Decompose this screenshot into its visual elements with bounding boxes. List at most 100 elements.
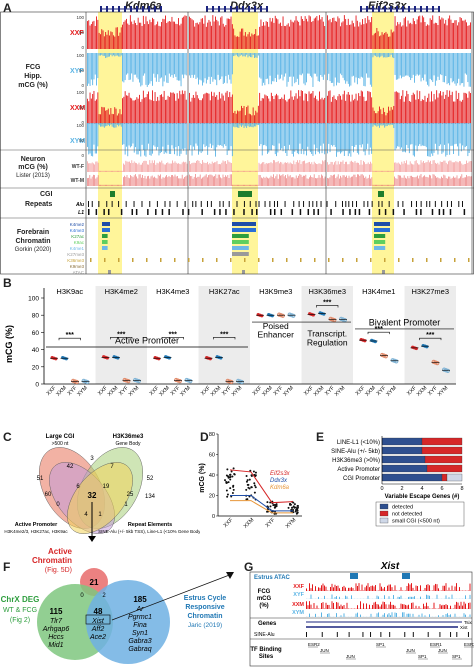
track-bar xyxy=(88,101,90,124)
alu-mark xyxy=(441,201,443,207)
neuron-bar xyxy=(466,174,467,186)
f-to-g-arrowhead xyxy=(226,572,234,579)
neuron-bar xyxy=(245,170,247,172)
track-bar xyxy=(248,123,250,128)
track-bar xyxy=(137,98,139,124)
gene-exon xyxy=(420,6,422,12)
neuron-bar xyxy=(359,164,361,172)
d-point xyxy=(245,474,248,477)
neuron-bar xyxy=(402,177,404,186)
neuron-bar xyxy=(372,170,374,172)
neuron-bar xyxy=(119,170,121,172)
track-bar xyxy=(450,123,452,146)
track-bar xyxy=(171,16,173,49)
e-xtick: 6 xyxy=(440,486,443,492)
g-track-bar xyxy=(436,594,438,599)
track-bar xyxy=(195,23,197,49)
track-bar xyxy=(410,123,412,145)
track-bar xyxy=(133,53,135,75)
neuron-bar xyxy=(261,177,262,186)
neuron-bar xyxy=(419,175,421,186)
track-bar xyxy=(309,16,311,49)
track-bar xyxy=(148,53,149,85)
track-bar xyxy=(340,95,341,124)
neuron-bar xyxy=(357,162,358,172)
neuron-bar xyxy=(377,184,379,186)
neuron-bar xyxy=(313,174,315,186)
track-bar xyxy=(440,19,441,49)
track-bar xyxy=(464,53,466,74)
neuron-bar xyxy=(189,160,190,172)
g-sine-mark xyxy=(306,632,307,637)
track-bar xyxy=(445,123,447,157)
k36-peak xyxy=(244,258,246,262)
neuron-bar xyxy=(234,184,236,186)
e-legend-swatch xyxy=(379,503,389,510)
track-bar xyxy=(363,24,365,49)
track-bar xyxy=(451,22,453,49)
track-bar xyxy=(224,100,225,124)
track-bar xyxy=(411,24,413,49)
l1-mark xyxy=(269,209,272,215)
track-bar xyxy=(238,53,240,58)
neuron-bar xyxy=(327,162,328,172)
neuron-bar xyxy=(321,174,322,186)
track-bar xyxy=(152,123,153,154)
track-bar xyxy=(124,91,126,124)
track-bar xyxy=(399,53,401,76)
track-bar xyxy=(355,15,357,50)
track-bar xyxy=(412,53,414,75)
neuron-bar xyxy=(297,160,298,172)
neuron-bar xyxy=(192,162,194,172)
b-point xyxy=(270,314,274,318)
track-bar xyxy=(423,123,425,146)
d-xtick: XYM xyxy=(285,517,298,530)
track-bar xyxy=(389,53,391,57)
track-label-XYF: XYF xyxy=(70,68,84,75)
track-bar xyxy=(329,123,331,153)
e-bar xyxy=(421,446,463,455)
neuron-bar xyxy=(217,164,219,172)
track-bar xyxy=(390,53,392,55)
neuron-bar xyxy=(429,162,430,172)
neuron-bar xyxy=(291,177,292,186)
g-tf-site: JUN xyxy=(438,648,447,653)
track-bar xyxy=(170,123,172,154)
neuron-bar xyxy=(255,184,256,186)
g-track-bar xyxy=(444,605,445,609)
neuron-bar xyxy=(394,176,395,186)
track-bar xyxy=(267,123,268,154)
neuron-bar xyxy=(226,176,227,186)
neuron-bar xyxy=(384,184,386,186)
track-bar xyxy=(429,101,431,124)
neuron-bar xyxy=(465,177,466,186)
track-bar xyxy=(351,53,353,77)
track-bar xyxy=(447,18,449,49)
track-bar xyxy=(304,53,306,86)
neuron-bar xyxy=(443,174,445,186)
neuron-bar xyxy=(381,184,382,186)
neuron-bar xyxy=(318,175,320,186)
neuron-bar xyxy=(180,164,182,172)
track-bar xyxy=(87,53,88,86)
neuron-bar xyxy=(120,170,122,172)
neuron-bar xyxy=(149,178,151,186)
track-bar xyxy=(418,123,419,146)
neuron-bar xyxy=(292,164,293,172)
track-bar xyxy=(229,123,231,151)
track-bar xyxy=(183,53,185,79)
g-track-bar xyxy=(342,606,343,609)
track-bar xyxy=(467,53,469,83)
g-track-bar xyxy=(415,605,417,609)
neuron-bar xyxy=(159,161,160,172)
alu-mark xyxy=(284,201,286,207)
track-bar xyxy=(264,123,266,145)
track-bar xyxy=(135,22,136,49)
neuron-bar xyxy=(306,178,308,186)
neuron-bar xyxy=(201,178,202,186)
neuron-bar xyxy=(271,176,273,186)
g-track-bar xyxy=(361,584,363,591)
track-bar xyxy=(216,19,218,49)
track-bar xyxy=(453,101,454,124)
track-bar xyxy=(179,90,181,124)
